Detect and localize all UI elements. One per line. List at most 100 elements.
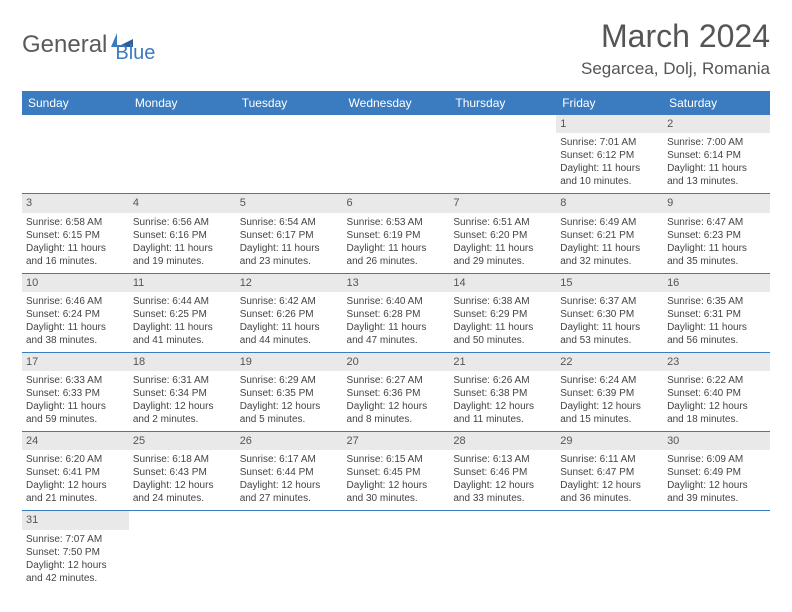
cell-day2: and 44 minutes. — [240, 334, 339, 347]
day-number: 10 — [22, 274, 129, 292]
calendar-cell — [663, 511, 770, 590]
calendar-cell: 1Sunrise: 7:01 AMSunset: 6:12 PMDaylight… — [556, 115, 663, 194]
calendar-cell: 23Sunrise: 6:22 AMSunset: 6:40 PMDayligh… — [663, 352, 770, 431]
cell-day2: and 47 minutes. — [347, 334, 446, 347]
cell-day1: Daylight: 11 hours — [133, 321, 232, 334]
cell-day2: and 15 minutes. — [560, 413, 659, 426]
cell-sunset: Sunset: 6:23 PM — [667, 229, 766, 242]
cell-sunset: Sunset: 6:31 PM — [667, 308, 766, 321]
cell-day2: and 23 minutes. — [240, 255, 339, 268]
cell-sunset: Sunset: 6:49 PM — [667, 466, 766, 479]
day-number: 31 — [22, 511, 129, 529]
day-header: Thursday — [449, 91, 556, 115]
cell-day2: and 38 minutes. — [26, 334, 125, 347]
calendar-cell: 9Sunrise: 6:47 AMSunset: 6:23 PMDaylight… — [663, 194, 770, 273]
cell-day1: Daylight: 12 hours — [26, 479, 125, 492]
day-number: 8 — [556, 194, 663, 212]
day-number: 2 — [663, 115, 770, 133]
calendar-cell — [236, 115, 343, 194]
cell-sunrise: Sunrise: 6:51 AM — [453, 216, 552, 229]
calendar-cell: 11Sunrise: 6:44 AMSunset: 6:25 PMDayligh… — [129, 273, 236, 352]
calendar-cell — [236, 511, 343, 590]
cell-sunrise: Sunrise: 6:44 AM — [133, 295, 232, 308]
calendar-week-row: 17Sunrise: 6:33 AMSunset: 6:33 PMDayligh… — [22, 352, 770, 431]
calendar-cell: 30Sunrise: 6:09 AMSunset: 6:49 PMDayligh… — [663, 432, 770, 511]
cell-day1: Daylight: 12 hours — [667, 400, 766, 413]
cell-sunrise: Sunrise: 6:24 AM — [560, 374, 659, 387]
day-header: Tuesday — [236, 91, 343, 115]
day-number: 7 — [449, 194, 556, 212]
cell-day2: and 8 minutes. — [347, 413, 446, 426]
calendar-cell: 27Sunrise: 6:15 AMSunset: 6:45 PMDayligh… — [343, 432, 450, 511]
cell-sunrise: Sunrise: 6:15 AM — [347, 453, 446, 466]
day-header: Monday — [129, 91, 236, 115]
cell-sunset: Sunset: 6:19 PM — [347, 229, 446, 242]
cell-day2: and 21 minutes. — [26, 492, 125, 505]
cell-sunrise: Sunrise: 6:35 AM — [667, 295, 766, 308]
calendar-cell — [22, 115, 129, 194]
header: General Blue March 2024 Segarcea, Dolj, … — [22, 18, 770, 79]
cell-sunset: Sunset: 6:36 PM — [347, 387, 446, 400]
calendar-cell: 13Sunrise: 6:40 AMSunset: 6:28 PMDayligh… — [343, 273, 450, 352]
cell-day1: Daylight: 11 hours — [667, 321, 766, 334]
calendar-cell — [556, 511, 663, 590]
cell-day1: Daylight: 11 hours — [347, 321, 446, 334]
calendar-cell: 22Sunrise: 6:24 AMSunset: 6:39 PMDayligh… — [556, 352, 663, 431]
calendar-cell: 29Sunrise: 6:11 AMSunset: 6:47 PMDayligh… — [556, 432, 663, 511]
cell-sunrise: Sunrise: 6:37 AM — [560, 295, 659, 308]
calendar-table: Sunday Monday Tuesday Wednesday Thursday… — [22, 91, 770, 590]
calendar-cell — [129, 511, 236, 590]
cell-day1: Daylight: 12 hours — [347, 479, 446, 492]
day-number: 28 — [449, 432, 556, 450]
cell-sunrise: Sunrise: 6:58 AM — [26, 216, 125, 229]
cell-sunrise: Sunrise: 6:27 AM — [347, 374, 446, 387]
calendar-cell — [449, 115, 556, 194]
day-number: 1 — [556, 115, 663, 133]
cell-sunrise: Sunrise: 7:00 AM — [667, 136, 766, 149]
calendar-cell: 14Sunrise: 6:38 AMSunset: 6:29 PMDayligh… — [449, 273, 556, 352]
day-number: 15 — [556, 274, 663, 292]
cell-sunrise: Sunrise: 6:53 AM — [347, 216, 446, 229]
calendar-week-row: 24Sunrise: 6:20 AMSunset: 6:41 PMDayligh… — [22, 432, 770, 511]
cell-sunrise: Sunrise: 6:33 AM — [26, 374, 125, 387]
day-number: 29 — [556, 432, 663, 450]
logo-text-blue: Blue — [115, 42, 155, 65]
days-header-row: Sunday Monday Tuesday Wednesday Thursday… — [22, 91, 770, 115]
calendar-cell: 8Sunrise: 6:49 AMSunset: 6:21 PMDaylight… — [556, 194, 663, 273]
calendar-week-row: 1Sunrise: 7:01 AMSunset: 6:12 PMDaylight… — [22, 115, 770, 194]
cell-sunset: Sunset: 6:29 PM — [453, 308, 552, 321]
calendar-cell: 12Sunrise: 6:42 AMSunset: 6:26 PMDayligh… — [236, 273, 343, 352]
cell-sunset: Sunset: 6:46 PM — [453, 466, 552, 479]
day-number: 20 — [343, 353, 450, 371]
cell-sunrise: Sunrise: 6:13 AM — [453, 453, 552, 466]
calendar-cell: 4Sunrise: 6:56 AMSunset: 6:16 PMDaylight… — [129, 194, 236, 273]
cell-day2: and 56 minutes. — [667, 334, 766, 347]
cell-day1: Daylight: 11 hours — [26, 242, 125, 255]
cell-sunset: Sunset: 6:16 PM — [133, 229, 232, 242]
cell-day2: and 41 minutes. — [133, 334, 232, 347]
day-header: Saturday — [663, 91, 770, 115]
cell-sunrise: Sunrise: 6:20 AM — [26, 453, 125, 466]
day-number: 22 — [556, 353, 663, 371]
cell-day1: Daylight: 12 hours — [133, 400, 232, 413]
cell-day2: and 59 minutes. — [26, 413, 125, 426]
cell-sunrise: Sunrise: 6:26 AM — [453, 374, 552, 387]
day-number: 13 — [343, 274, 450, 292]
calendar-cell: 24Sunrise: 6:20 AMSunset: 6:41 PMDayligh… — [22, 432, 129, 511]
cell-sunrise: Sunrise: 6:29 AM — [240, 374, 339, 387]
calendar-cell — [343, 115, 450, 194]
cell-sunset: Sunset: 7:50 PM — [26, 546, 125, 559]
calendar-cell: 21Sunrise: 6:26 AMSunset: 6:38 PMDayligh… — [449, 352, 556, 431]
day-number: 4 — [129, 194, 236, 212]
cell-day2: and 53 minutes. — [560, 334, 659, 347]
calendar-cell: 19Sunrise: 6:29 AMSunset: 6:35 PMDayligh… — [236, 352, 343, 431]
calendar-week-row: 10Sunrise: 6:46 AMSunset: 6:24 PMDayligh… — [22, 273, 770, 352]
cell-day2: and 39 minutes. — [667, 492, 766, 505]
cell-day1: Daylight: 11 hours — [453, 321, 552, 334]
cell-day1: Daylight: 12 hours — [240, 400, 339, 413]
cell-sunrise: Sunrise: 6:38 AM — [453, 295, 552, 308]
title-block: March 2024 Segarcea, Dolj, Romania — [581, 18, 770, 79]
day-number: 27 — [343, 432, 450, 450]
calendar-week-row: 31Sunrise: 7:07 AMSunset: 7:50 PMDayligh… — [22, 511, 770, 590]
day-number: 5 — [236, 194, 343, 212]
